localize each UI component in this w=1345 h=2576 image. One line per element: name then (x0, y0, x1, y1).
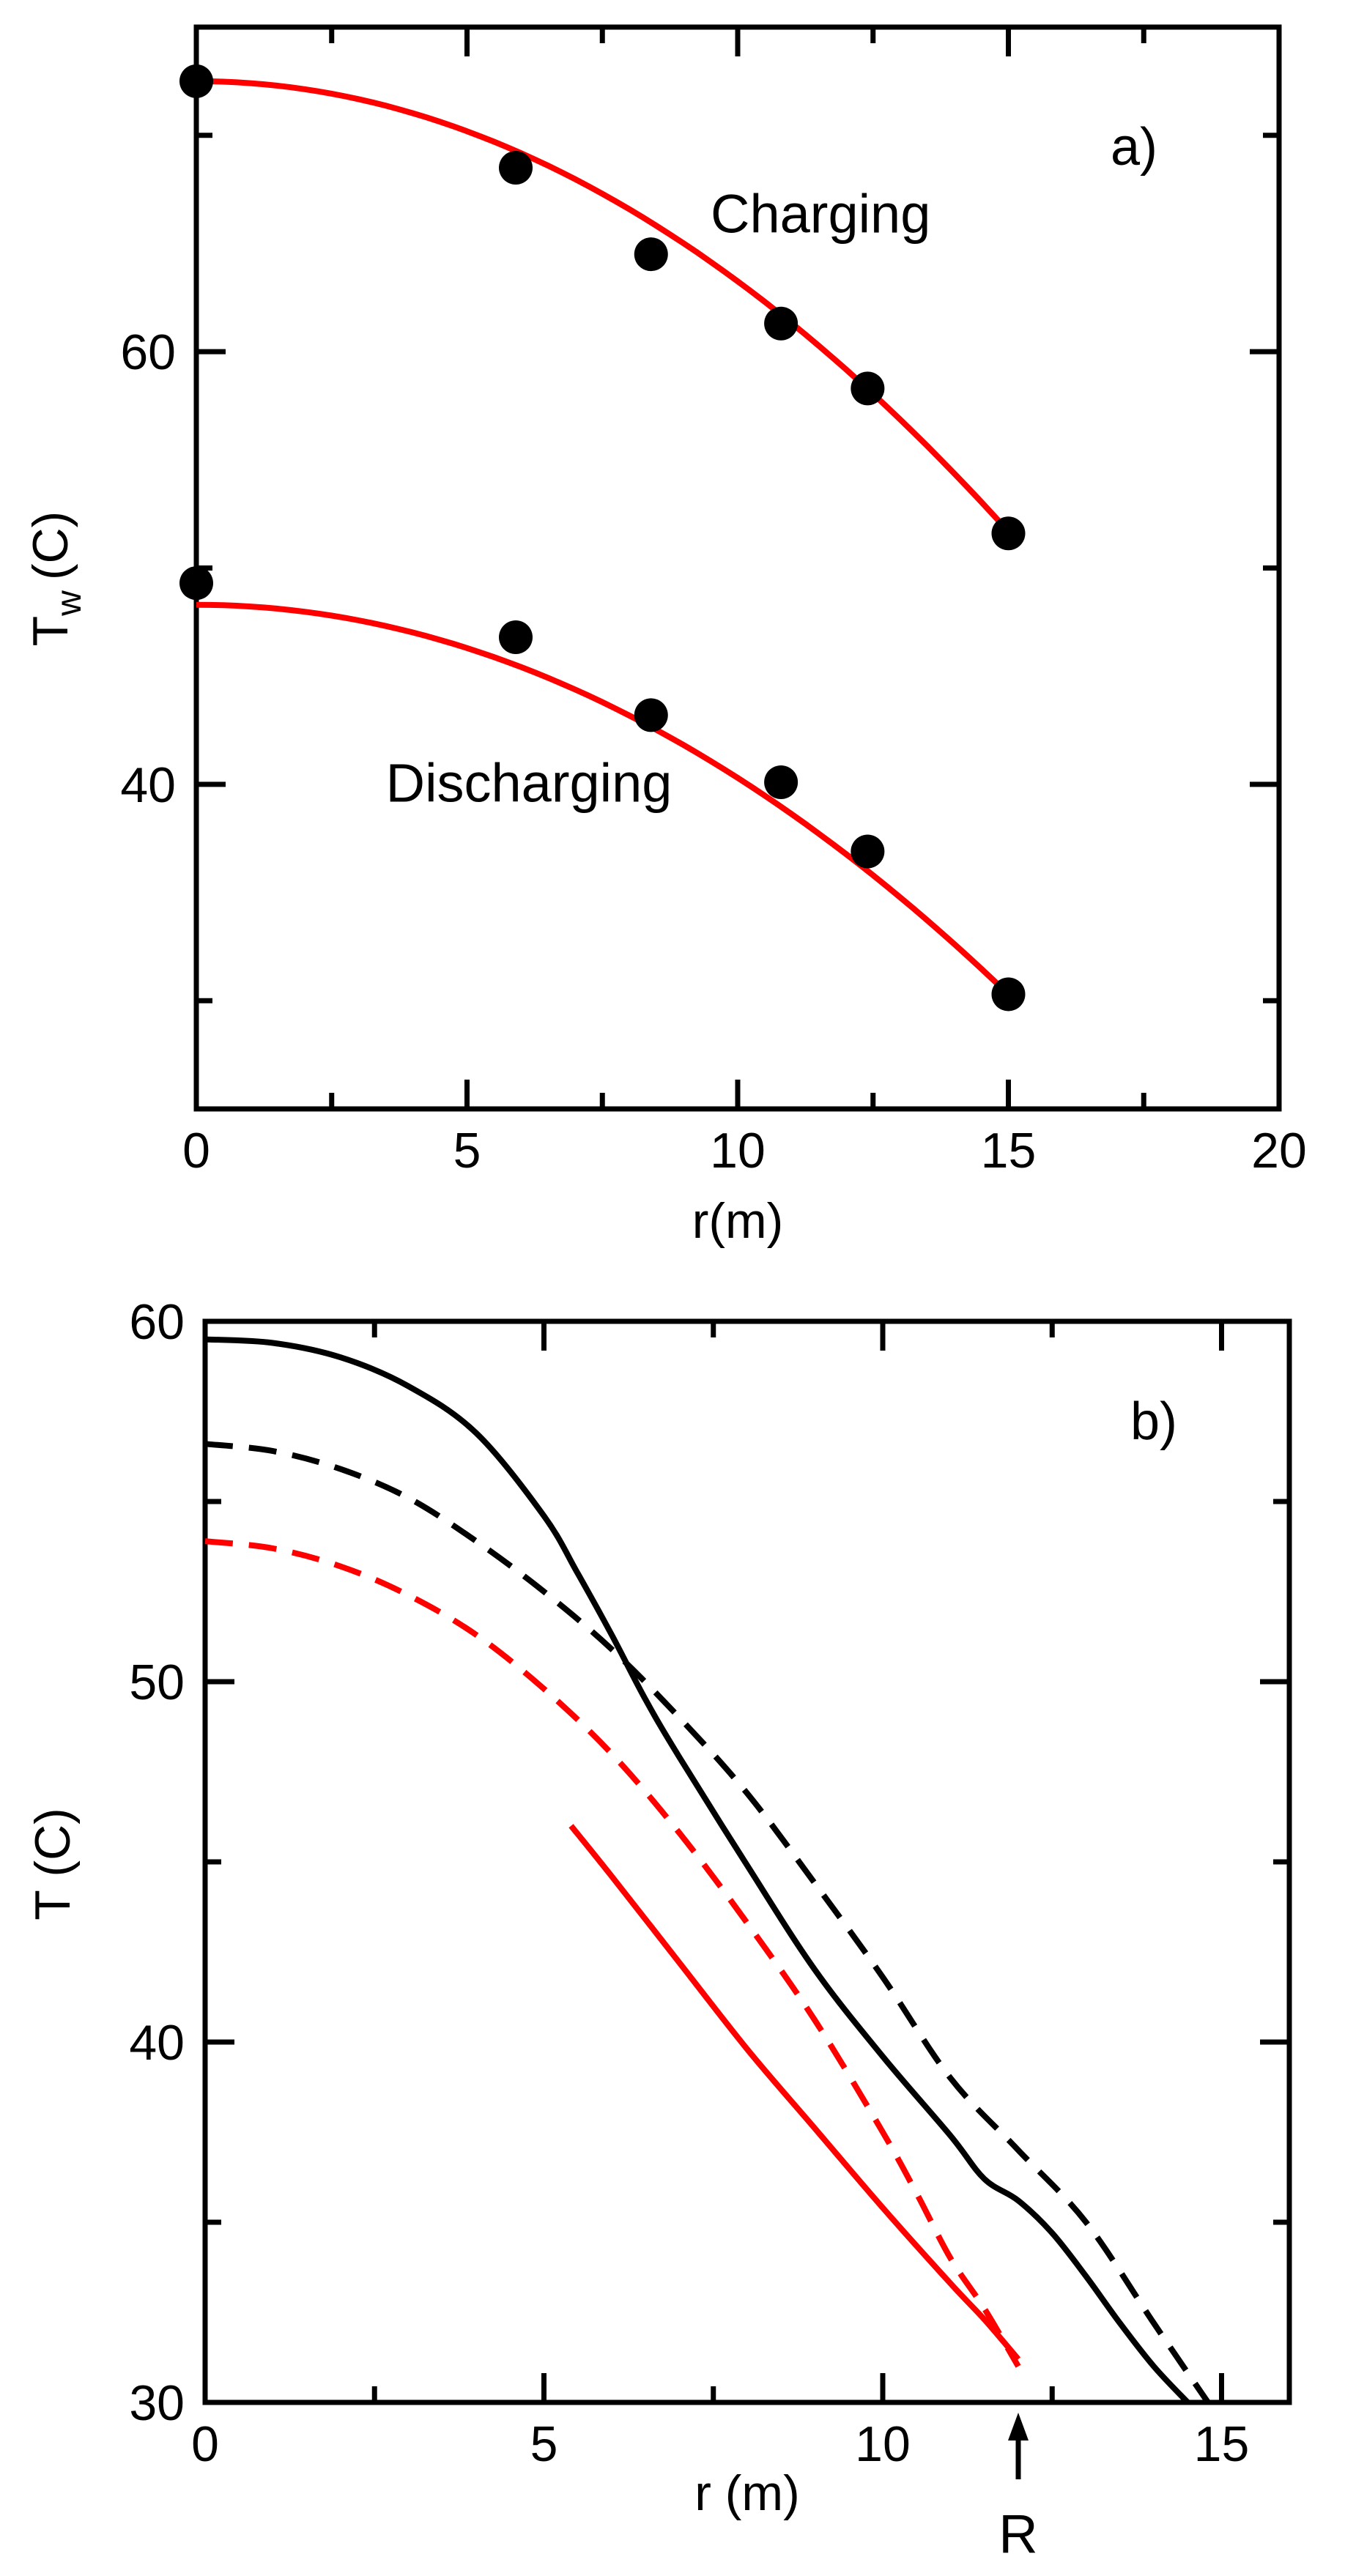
discharging-label: Discharging (386, 753, 672, 814)
panel-a-data-point-charging (499, 151, 533, 185)
panel-a-chart: 0 5 10 15 20 40 60 Charging Discharging a) r(m… (23, 24, 1307, 1249)
panel-a-data-point-charging (634, 237, 668, 272)
panel-a-x-tick-label: 10 (710, 1123, 766, 1178)
panel-a-y-axis-title-unit: (C) (23, 511, 78, 580)
panel-a-data-point-discharging (634, 698, 668, 732)
radius-annotation: R (998, 2413, 1038, 2564)
panel-b-ticks (202, 1318, 1289, 2405)
panel-a-x-tick-label: 15 (981, 1123, 1037, 1178)
panel-a-data-point-discharging (179, 566, 213, 601)
panel-b-y-tick-label: 60 (129, 1294, 185, 1350)
panel-a-data-point-charging (179, 64, 213, 98)
panel-a-ticks (193, 27, 1282, 1109)
panel-a-fit-curve-discharging (196, 601, 1011, 997)
panel-a-data-point-charging (851, 371, 885, 406)
panel-a-data-point-discharging (764, 765, 799, 799)
panel-a-y-axis-title-main: T (23, 616, 78, 647)
panel-a-x-tick-label: 20 (1251, 1123, 1307, 1178)
panel-b-x-axis-title: r (m) (694, 2465, 799, 2521)
panel-a-x-tick-label: 0 (182, 1123, 210, 1178)
panel-a-data-point-discharging (991, 977, 1026, 1012)
panel-a-y-tick-label: 40 (120, 757, 176, 813)
panel-b-y-tick-label: 40 (129, 2015, 185, 2071)
panel-b-curves (204, 1336, 1211, 2405)
panel-b-curve-black-dashed (204, 1441, 1211, 2405)
panel-a-y-axis-title: Tw (C) (23, 511, 89, 647)
panel-a-data-point-discharging (851, 834, 885, 869)
svg-text:Tw(C): Tw (C) (23, 511, 89, 647)
panel-b-y-axis-title: T (C) (25, 1808, 81, 1920)
panel-a-tick-labels: 0 5 10 15 20 40 60 (120, 324, 1306, 1178)
panel-b-x-tick-label: 0 (191, 2416, 219, 2472)
panel-b-x-tick-label: 15 (1194, 2416, 1250, 2472)
panel-b-curve-red-solid (568, 1824, 1021, 2361)
panel-b-y-tick-label: 50 (129, 1655, 185, 1710)
panel-b-y-axis-title-text: T (C) (25, 1808, 81, 1920)
panel-b-x-tick-label: 5 (530, 2416, 558, 2472)
panel-a-fit-curve-charging (196, 78, 1011, 534)
panel-a-data-point-charging (764, 306, 799, 341)
radius-label: R (998, 2503, 1037, 2564)
panel-a-data-points (179, 64, 1026, 1012)
panel-b-y-tick-label: 30 (129, 2375, 185, 2431)
panel-a-data-point-charging (991, 516, 1026, 551)
charging-label: Charging (711, 184, 930, 245)
radius-arrow-head (1008, 2413, 1029, 2440)
panel-b-curve-red-dashed (204, 1538, 1021, 2368)
panel-a-y-tick-label: 60 (120, 324, 176, 380)
panel-b-tick-labels: 0 5 10 15 30 40 50 60 (129, 1294, 1249, 2472)
panel-a-data-point-discharging (499, 620, 533, 655)
panel-b-label: b) (1130, 1392, 1177, 1451)
panel-a-y-axis-title-sub: w (50, 590, 89, 617)
panel-a-x-axis-title: r(m) (692, 1193, 784, 1249)
panel-b-x-tick-label: 10 (855, 2416, 911, 2472)
panel-b-curve-black-solid (204, 1336, 1190, 2405)
panel-a-x-tick-label: 5 (453, 1123, 481, 1178)
panel-b-chart: 0 5 10 15 30 40 50 60 b) r (m) T (C) R (25, 1294, 1292, 2564)
panel-a-label: a) (1111, 118, 1157, 177)
